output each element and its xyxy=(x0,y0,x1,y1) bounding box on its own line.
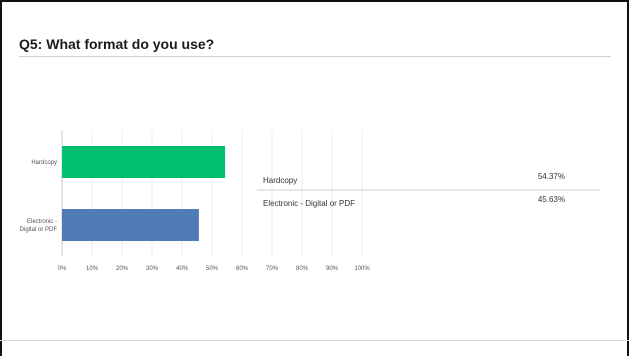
bottom-divider xyxy=(0,340,629,341)
table-category-label: Electronic - Digital or PDF xyxy=(263,199,355,208)
x-tick-label: 20% xyxy=(116,266,129,272)
category-label: Digital or PDF xyxy=(20,227,58,233)
x-tick-label: 40% xyxy=(176,266,189,272)
table-percent-value: 45.63% xyxy=(538,195,565,204)
title-divider xyxy=(19,56,611,57)
bar xyxy=(62,209,199,241)
x-tick-label: 100% xyxy=(354,266,370,272)
x-tick-label: 70% xyxy=(266,266,279,272)
x-tick-label: 10% xyxy=(86,266,99,272)
x-tick-label: 90% xyxy=(326,266,339,272)
bar xyxy=(62,146,226,178)
question-title: Q5: What format do you use? xyxy=(19,36,215,52)
x-tick-label: 60% xyxy=(236,266,249,272)
category-label: Hardcopy xyxy=(31,160,57,166)
x-tick-label: 30% xyxy=(146,266,159,272)
x-tick-label: 0% xyxy=(58,266,67,272)
table-category-label: Hardcopy xyxy=(263,176,297,185)
table-percent-value: 54.37% xyxy=(538,172,565,181)
category-label: Electronic - xyxy=(27,219,57,225)
x-tick-label: 50% xyxy=(206,266,219,272)
x-tick-label: 80% xyxy=(296,266,309,272)
